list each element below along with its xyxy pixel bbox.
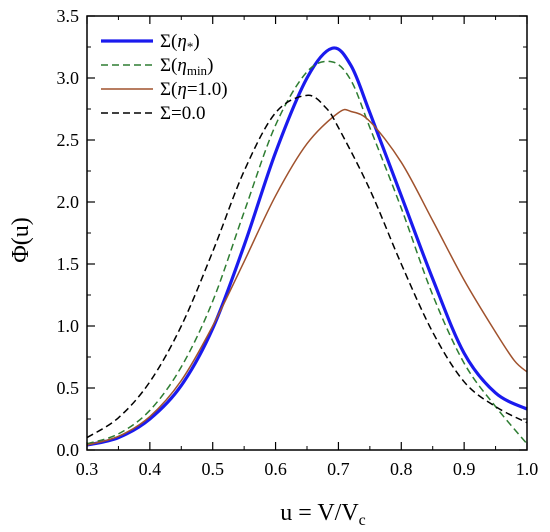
y-tick-label: 1.0 [57,316,80,336]
x-tick-label: 0.7 [327,459,350,479]
y-tick-label: 2.0 [57,192,80,212]
series-line-4 [86,94,528,439]
x-axis-ticks: 0.3 0.4 0.5 0.6 0.7 0.8 0.9 1.0 [76,16,539,479]
x-tick-label: 0.6 [264,459,287,479]
y-axis-label: Φ(u) [8,217,34,263]
x-tick-label: 0.8 [390,459,413,479]
x-tick-label: 0.5 [201,459,224,479]
legend-label-2: Σ(ηmin) [160,55,213,78]
y-tick-label: 1.5 [57,254,80,274]
series-line-2 [86,60,528,445]
y-tick-label: 0.5 [57,378,80,398]
y-axis-ticks: 0.0 0.5 1.0 1.5 2.0 2.5 3.0 3.5 [57,6,527,460]
series-curves [86,46,528,447]
x-axis-label: u = V/Vc [280,500,366,529]
legend-label-3: Σ(η=1.0) [160,79,228,100]
series-line-3 [86,108,528,446]
y-tick-label: 0.0 [57,440,80,460]
legend: Σ(η*)Σ(ηmin)Σ(η=1.0) Σ=0.0 [101,31,228,124]
series-line-1 [86,46,528,447]
legend-label-4: Σ=0.0 [160,103,206,124]
legend-label-1: Σ(η*) [160,31,200,54]
x-tick-label: 1.0 [516,459,539,479]
y-tick-label: 3.0 [57,68,80,88]
x-tick-label: 0.3 [76,459,99,479]
y-tick-label: 2.5 [57,130,80,150]
y-tick-label: 3.5 [57,6,80,26]
x-tick-label: 0.4 [139,459,162,479]
x-tick-label: 0.9 [453,459,476,479]
